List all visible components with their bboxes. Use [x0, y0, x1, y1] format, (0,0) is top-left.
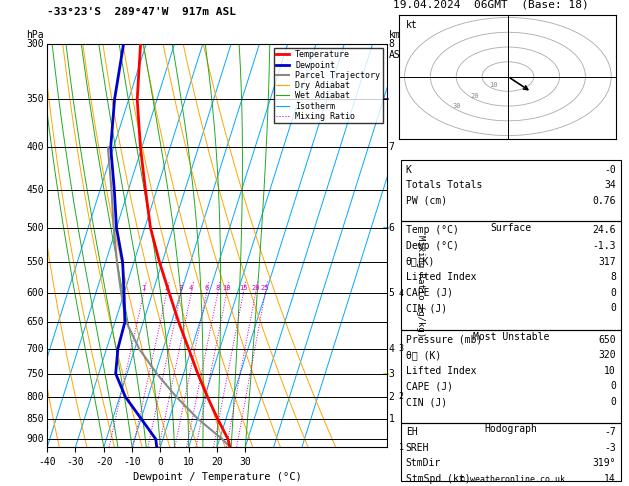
Text: StmSpd (kt): StmSpd (kt) [406, 474, 470, 484]
Text: 900: 900 [26, 434, 44, 444]
Text: 4: 4 [389, 344, 394, 354]
Text: 320: 320 [598, 350, 616, 360]
Text: 24.6: 24.6 [593, 226, 616, 235]
Text: 4: 4 [399, 289, 404, 298]
Text: Temp (°C): Temp (°C) [406, 226, 459, 235]
Text: Lifted Index: Lifted Index [406, 366, 476, 376]
Text: CAPE (J): CAPE (J) [406, 288, 453, 297]
Text: 317: 317 [598, 257, 616, 266]
Text: 800: 800 [26, 392, 44, 402]
Text: 500: 500 [26, 223, 44, 233]
Text: CIN (J): CIN (J) [406, 397, 447, 407]
Text: 4: 4 [189, 285, 193, 291]
Text: 20: 20 [470, 93, 479, 99]
Text: 1: 1 [142, 285, 146, 291]
Text: 20: 20 [251, 285, 260, 291]
Text: 6: 6 [204, 285, 209, 291]
Text: km: km [389, 30, 400, 40]
Text: © weatheronline.co.uk: © weatheronline.co.uk [460, 474, 565, 484]
Text: SREH: SREH [406, 443, 429, 452]
Text: 30: 30 [452, 104, 460, 109]
Text: 3: 3 [389, 368, 394, 379]
Text: Lifted Index: Lifted Index [406, 272, 476, 282]
Text: 34: 34 [604, 180, 616, 190]
Text: θᴄ (K): θᴄ (K) [406, 350, 441, 360]
Text: 300: 300 [26, 39, 44, 49]
Text: 10: 10 [604, 366, 616, 376]
Text: 0.76: 0.76 [593, 196, 616, 206]
Text: 7: 7 [389, 142, 394, 152]
Text: 10: 10 [489, 82, 498, 88]
Text: 650: 650 [598, 335, 616, 345]
Text: 8: 8 [216, 285, 220, 291]
Text: 450: 450 [26, 185, 44, 195]
Text: 19.04.2024  06GMT  (Base: 18): 19.04.2024 06GMT (Base: 18) [393, 0, 589, 10]
Text: 350: 350 [26, 94, 44, 104]
Text: 319°: 319° [593, 458, 616, 468]
Text: 0: 0 [610, 397, 616, 407]
Text: K: K [406, 165, 411, 174]
Text: 8: 8 [610, 272, 616, 282]
Text: 1: 1 [399, 443, 404, 451]
Text: Mixing Ratio (g/kg): Mixing Ratio (g/kg) [416, 235, 425, 337]
Text: 600: 600 [26, 288, 44, 298]
Text: 10: 10 [222, 285, 231, 291]
Text: θᴄ(K): θᴄ(K) [406, 257, 435, 266]
Text: 0: 0 [610, 288, 616, 297]
Text: 8: 8 [389, 39, 394, 49]
Text: Dewp (°C): Dewp (°C) [406, 241, 459, 251]
Text: 2: 2 [165, 285, 169, 291]
Text: 14: 14 [604, 474, 616, 484]
Text: 1: 1 [389, 414, 394, 424]
Text: StmDir: StmDir [406, 458, 441, 468]
Text: 3: 3 [179, 285, 183, 291]
Text: 400: 400 [26, 142, 44, 152]
Text: CIN (J): CIN (J) [406, 303, 447, 313]
Text: Pressure (mb): Pressure (mb) [406, 335, 482, 345]
Text: 0: 0 [610, 303, 616, 313]
Legend: Temperature, Dewpoint, Parcel Trajectory, Dry Adiabat, Wet Adiabat, Isotherm, Mi: Temperature, Dewpoint, Parcel Trajectory… [274, 48, 382, 123]
Text: EH: EH [406, 427, 418, 437]
Text: 0: 0 [610, 382, 616, 391]
Text: 25: 25 [261, 285, 269, 291]
Text: PW (cm): PW (cm) [406, 196, 447, 206]
Text: 6: 6 [389, 223, 394, 233]
Text: 750: 750 [26, 368, 44, 379]
Text: 650: 650 [26, 317, 44, 327]
Text: hPa: hPa [26, 30, 44, 40]
Text: kt: kt [406, 19, 418, 30]
Text: 550: 550 [26, 257, 44, 267]
Text: 850: 850 [26, 414, 44, 424]
Text: Totals Totals: Totals Totals [406, 180, 482, 190]
Text: CAPE (J): CAPE (J) [406, 382, 453, 391]
Text: -0: -0 [604, 165, 616, 174]
Text: -7: -7 [604, 427, 616, 437]
Text: 15: 15 [239, 285, 248, 291]
Text: -33°23'S  289°47'W  917m ASL: -33°23'S 289°47'W 917m ASL [47, 7, 236, 17]
X-axis label: Dewpoint / Temperature (°C): Dewpoint / Temperature (°C) [133, 472, 301, 483]
Text: 2: 2 [389, 392, 394, 402]
Text: ASL: ASL [389, 50, 406, 60]
Text: 700: 700 [26, 344, 44, 354]
Text: Surface: Surface [490, 223, 532, 233]
Text: -1.3: -1.3 [593, 241, 616, 251]
Text: 5: 5 [389, 288, 394, 298]
Text: -3: -3 [604, 443, 616, 452]
Text: 3: 3 [399, 344, 404, 353]
Text: 2: 2 [399, 392, 404, 401]
Text: Most Unstable: Most Unstable [472, 332, 549, 342]
Text: Hodograph: Hodograph [484, 424, 537, 434]
